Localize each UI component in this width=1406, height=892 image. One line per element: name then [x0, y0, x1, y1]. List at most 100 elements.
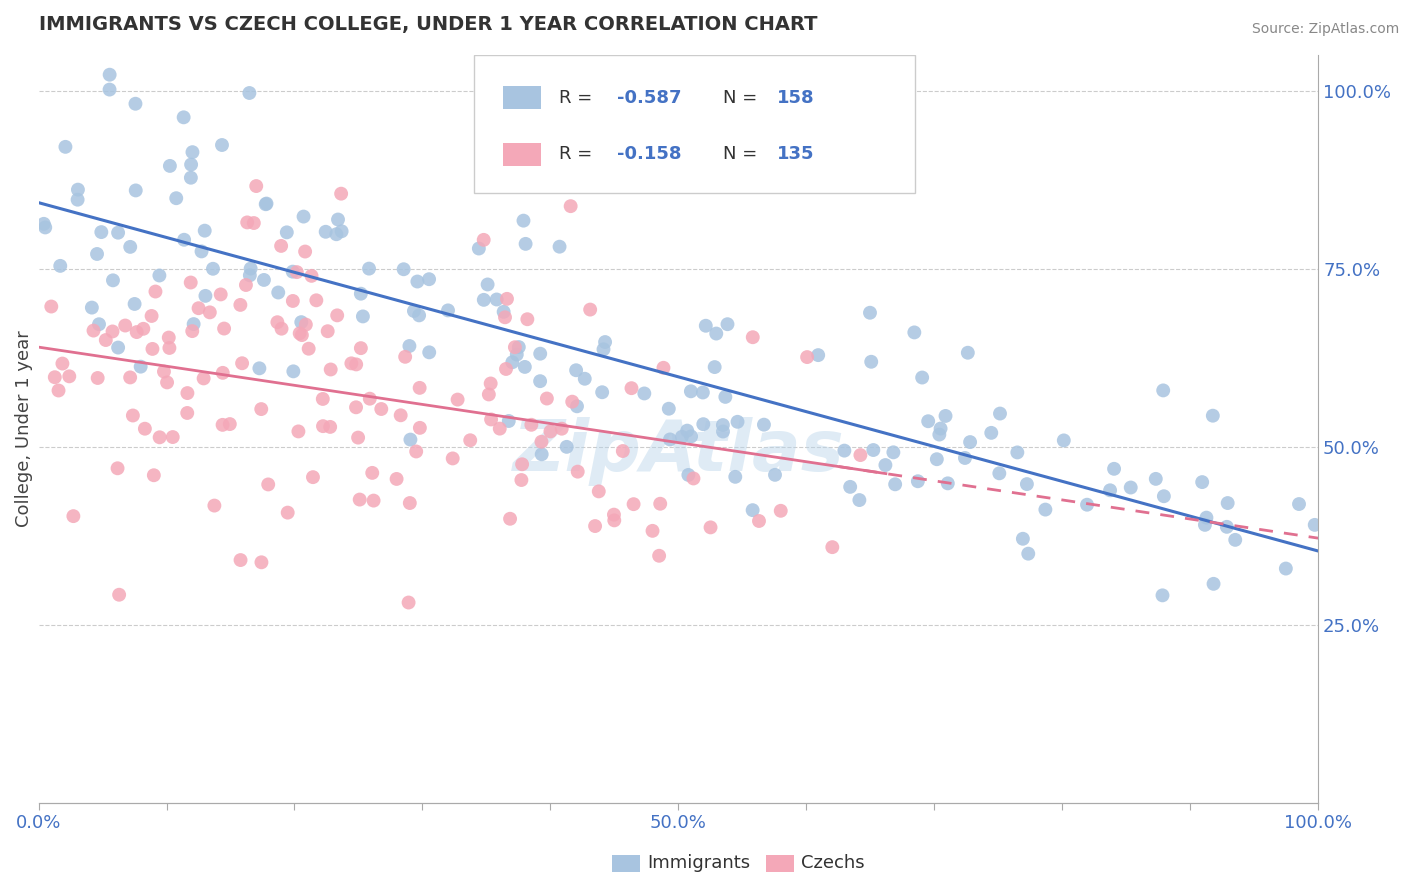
Point [1288, 497, 1310, 511]
Point [86, 247, 108, 261]
Point [285, 265, 308, 279]
Point [326, 309, 349, 323]
Point [276, 225, 298, 239]
Point [980, 425, 1002, 440]
Point [349, 492, 371, 507]
Point [953, 450, 976, 465]
Point [194, 224, 217, 238]
Point [510, 457, 533, 471]
Point [925, 452, 948, 467]
Point [202, 499, 225, 513]
Point [929, 421, 952, 435]
Point [530, 447, 553, 461]
Point [98, 82, 121, 96]
Point [1015, 477, 1038, 491]
Point [253, 273, 276, 287]
Point [129, 359, 152, 374]
Point [148, 268, 170, 283]
Point [153, 365, 176, 379]
Point [238, 86, 260, 100]
Point [1007, 445, 1029, 459]
Point [281, 265, 304, 279]
Point [903, 326, 925, 340]
Point [529, 374, 551, 388]
Point [418, 272, 440, 286]
Point [538, 425, 561, 439]
Point [741, 503, 763, 517]
Point [352, 310, 374, 324]
Point [763, 467, 786, 482]
Point [292, 210, 315, 224]
Point [165, 191, 187, 205]
Point [1303, 517, 1326, 532]
Point [107, 341, 129, 355]
Point [437, 303, 460, 318]
Point [330, 224, 353, 238]
Point [254, 197, 277, 211]
Point [49, 259, 72, 273]
Point [882, 445, 904, 459]
Point [247, 361, 270, 376]
Point [936, 476, 959, 491]
Point [1012, 532, 1035, 546]
Point [325, 227, 347, 242]
Point [530, 434, 553, 449]
Point [551, 422, 574, 436]
Point [270, 239, 292, 253]
Point [494, 310, 516, 325]
Point [32, 217, 55, 231]
Point [295, 318, 318, 332]
Point [633, 386, 655, 401]
Point [468, 242, 491, 256]
Point [243, 216, 266, 230]
Point [330, 186, 353, 201]
Point [80, 301, 103, 315]
Point [239, 268, 262, 283]
Point [125, 325, 148, 339]
Point [583, 519, 606, 533]
Point [681, 429, 703, 443]
Point [1035, 502, 1057, 516]
Point [398, 496, 420, 510]
Point [291, 328, 314, 343]
Point [142, 468, 165, 483]
Point [124, 96, 146, 111]
Point [107, 461, 129, 475]
Point [724, 470, 747, 484]
Point [503, 340, 526, 354]
Point [183, 317, 205, 331]
Point [405, 444, 427, 458]
Point [87, 317, 110, 331]
Point [592, 343, 614, 357]
Point [769, 504, 792, 518]
Point [149, 430, 172, 444]
Point [555, 440, 578, 454]
Point [302, 470, 325, 484]
Point [162, 430, 184, 444]
Point [239, 261, 262, 276]
Point [834, 443, 856, 458]
Point [194, 289, 217, 303]
Point [711, 425, 734, 439]
Point [141, 342, 163, 356]
Point [1225, 533, 1247, 547]
Point [408, 309, 430, 323]
Point [848, 493, 870, 508]
Point [1216, 520, 1239, 534]
Point [156, 376, 179, 390]
Point [716, 317, 738, 331]
Point [603, 508, 626, 522]
Point [287, 425, 309, 439]
Point [907, 475, 929, 489]
Point [1202, 577, 1225, 591]
Point [495, 362, 517, 376]
Point [266, 315, 288, 329]
Point [956, 345, 979, 359]
Point [477, 277, 499, 292]
Point [229, 553, 252, 567]
Point [603, 513, 626, 527]
Point [315, 225, 337, 239]
Point [741, 330, 763, 344]
Point [145, 285, 167, 299]
Point [516, 312, 538, 326]
